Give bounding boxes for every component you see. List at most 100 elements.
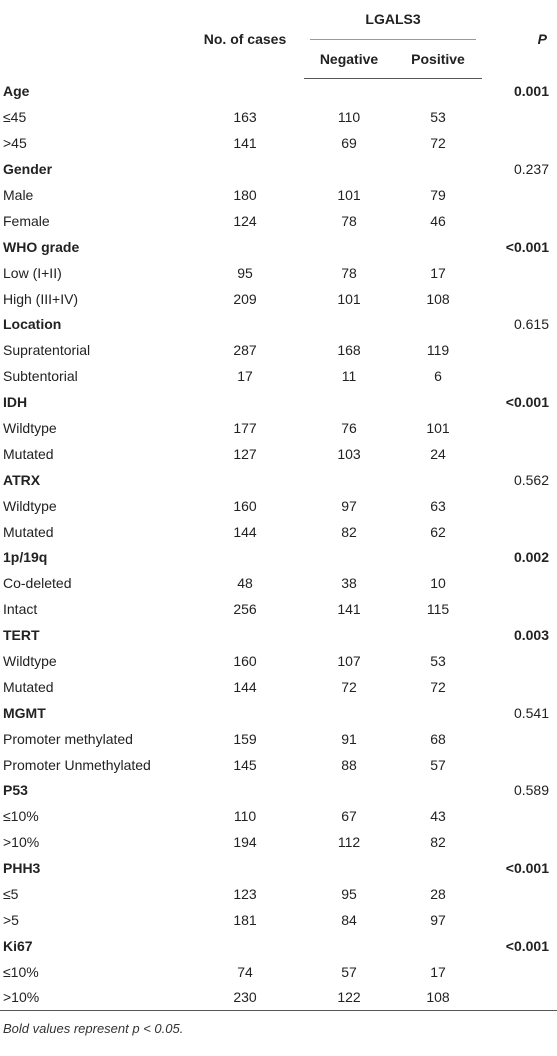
- header-positive: Positive: [394, 40, 483, 79]
- positive-cell: 72: [430, 678, 446, 695]
- empty-cell: [482, 363, 557, 389]
- cases-cell: 74: [237, 963, 253, 980]
- empty-cell: [482, 182, 557, 208]
- empty-cell: [482, 596, 557, 622]
- cases-cell: 127: [233, 445, 257, 462]
- p-value: <0.001: [505, 860, 550, 877]
- table-row: ≤5 123 95 28: [0, 881, 557, 907]
- row-label: Low (I+II): [3, 264, 62, 281]
- cases-cell: 160: [233, 653, 257, 670]
- table-row: >10% 230 122 108: [0, 984, 557, 1012]
- group-row: WHO grade <0.001: [0, 234, 557, 260]
- empty-cell: [186, 156, 304, 182]
- empty-cell: [394, 389, 482, 415]
- empty-cell: [394, 700, 482, 726]
- row-label: Supratentorial: [3, 342, 91, 359]
- table-row: Mutated 144 72 72: [0, 674, 557, 700]
- empty-cell: [186, 389, 304, 415]
- empty-cell: [186, 933, 304, 959]
- cases-cell: 144: [233, 523, 257, 540]
- header-lgals3-group: LGALS3: [304, 0, 482, 40]
- p-value: 0.541: [513, 704, 550, 721]
- positive-cell: 28: [430, 886, 446, 903]
- positive-cell: 101: [426, 420, 450, 437]
- empty-cell: [304, 79, 394, 105]
- empty-cell: [304, 545, 394, 571]
- row-label: Mutated: [3, 523, 54, 540]
- cases-cell: 163: [233, 109, 257, 126]
- cases-cell: 194: [233, 834, 257, 851]
- group-row: IDH <0.001: [0, 389, 557, 415]
- cases-cell: 141: [233, 135, 257, 152]
- empty-cell: [482, 104, 557, 130]
- cases-cell: 17: [237, 368, 253, 385]
- empty-cell: [394, 622, 482, 648]
- negative-cell: 103: [337, 445, 361, 462]
- table-row: ≤10% 74 57 17: [0, 959, 557, 985]
- group-label: P53: [3, 782, 28, 799]
- table-row: Supratentorial 287 168 119: [0, 337, 557, 363]
- group-row: P53 0.589: [0, 778, 557, 804]
- table-row: Mutated 144 82 62: [0, 519, 557, 545]
- group-label: IDH: [3, 394, 28, 411]
- empty-cell: [304, 389, 394, 415]
- negative-cell: 141: [337, 601, 361, 618]
- group-label: Ki67: [3, 937, 33, 954]
- cases-cell: 181: [233, 911, 257, 928]
- header-cases: No. of cases: [203, 31, 287, 48]
- empty-cell: [186, 855, 304, 881]
- empty-cell: [394, 855, 482, 881]
- row-label: Female: [3, 212, 50, 229]
- empty-cell: [482, 337, 557, 363]
- table-row: Low (I+II) 95 78 17: [0, 260, 557, 286]
- group-label: 1p/19q: [3, 549, 48, 566]
- p-value: <0.001: [505, 238, 550, 255]
- negative-cell: 122: [304, 984, 394, 1012]
- group-label: WHO grade: [3, 238, 80, 255]
- empty-cell: [482, 415, 557, 441]
- row-label: Male: [3, 187, 34, 203]
- empty-cell: [394, 545, 482, 571]
- positive-cell: 108: [426, 290, 450, 307]
- empty-cell: [304, 700, 394, 726]
- empty-cell: [304, 467, 394, 493]
- row-label: ≤45: [3, 109, 27, 126]
- table-body: Age 0.001 ≤45 163 110 53 >45 141 69 72 Gender 0.237…: [0, 79, 557, 1012]
- group-row: TERT 0.003: [0, 622, 557, 648]
- row-label: ≤10%: [3, 808, 39, 825]
- empty-cell: [482, 752, 557, 778]
- cases-cell: 256: [233, 601, 257, 618]
- empty-cell: [304, 778, 394, 804]
- table-row: High (III+IV) 209 101 108: [0, 286, 557, 312]
- negative-cell: 78: [341, 212, 357, 229]
- negative-cell: 88: [341, 756, 357, 773]
- cases-cell: 95: [237, 264, 253, 281]
- cases-cell: 209: [233, 290, 257, 307]
- cases-cell: 110: [233, 808, 257, 825]
- cases-cell: 124: [233, 212, 257, 229]
- row-label: High (III+IV): [3, 290, 79, 307]
- positive-cell: 46: [430, 212, 446, 229]
- row-label: Promoter Unmethylated: [3, 756, 151, 773]
- p-value: 0.589: [513, 782, 550, 799]
- cases-cell: 160: [233, 497, 257, 514]
- row-label: >10%: [3, 834, 40, 851]
- table-row: Wildtype 177 76 101: [0, 415, 557, 441]
- positive-cell: 79: [430, 187, 446, 203]
- empty-cell: [482, 570, 557, 596]
- positive-cell: 119: [426, 342, 450, 359]
- group-label: Location: [3, 316, 62, 333]
- negative-cell: 69: [341, 135, 357, 152]
- row-label: Intact: [3, 601, 38, 618]
- row-label: Subtentorial: [3, 368, 78, 385]
- empty-cell: [482, 260, 557, 286]
- positive-cell: 10: [430, 575, 446, 592]
- p-value: 0.237: [513, 161, 550, 178]
- positive-cell: 115: [426, 601, 450, 618]
- empty-cell: [482, 959, 557, 985]
- empty-cell: [186, 79, 304, 105]
- negative-cell: 91: [341, 730, 357, 747]
- empty-cell: [482, 493, 557, 519]
- group-label: PHH3: [3, 860, 41, 877]
- group-label: MGMT: [3, 704, 46, 721]
